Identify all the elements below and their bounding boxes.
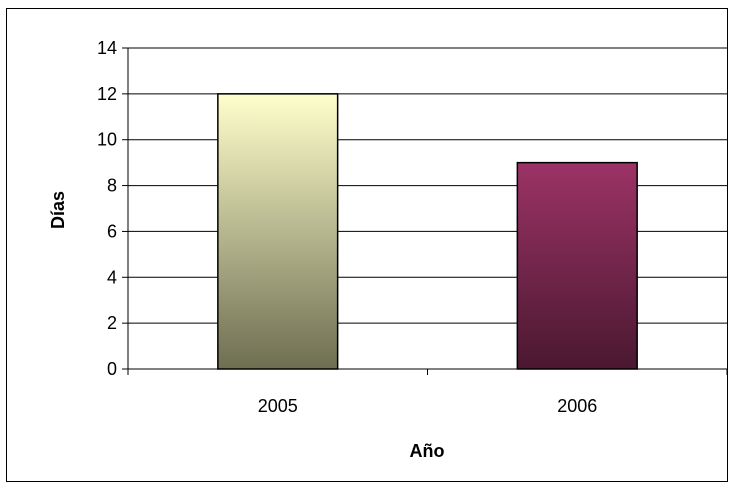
- y-tick-label: 14: [97, 38, 117, 58]
- bars: [217, 93, 638, 370]
- y-tick-label: 2: [107, 313, 117, 333]
- y-tick-label: 10: [97, 130, 117, 150]
- labels: 0 2 4 6 8 10 12 14 2005 2006: [97, 38, 597, 416]
- x-tick-label: 2005: [258, 396, 298, 416]
- y-tick-label: 0: [107, 359, 117, 379]
- x-axis-title: Año: [410, 441, 445, 461]
- bar-2006: [516, 161, 638, 370]
- x-tick-label: 2006: [557, 396, 597, 416]
- bar-2005: [217, 93, 339, 370]
- y-tick-label: 6: [107, 221, 117, 241]
- y-tick-label: 4: [107, 267, 117, 287]
- y-axis-title: Días: [48, 191, 68, 229]
- y-tick-label: 8: [107, 176, 117, 196]
- y-tick-label: 12: [97, 84, 117, 104]
- axes: [122, 47, 728, 375]
